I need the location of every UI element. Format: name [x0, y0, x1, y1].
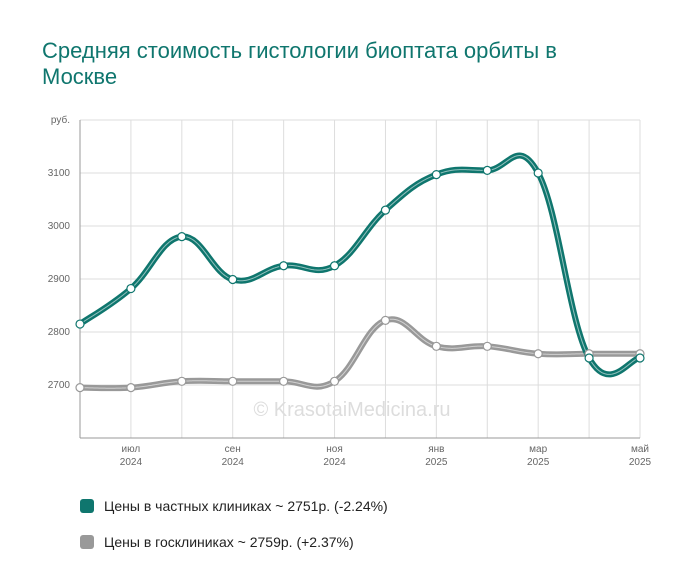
series-line-private — [77, 152, 643, 378]
x-tick-label: июл — [122, 444, 141, 455]
x-tick-year: 2025 — [527, 457, 550, 468]
point-private — [431, 169, 441, 180]
tick-labels: 2700 2800 2900 3000 3100 руб. июл 2024 сен 2024 но… — [48, 114, 652, 468]
point-private — [177, 232, 187, 242]
legend: Цены в частных клиниках ~ 2751р. (-2.24%… — [80, 488, 388, 560]
y-tick-label: 3000 — [48, 221, 71, 232]
watermark: © KrasotaiMedicina.ru — [253, 399, 450, 421]
point-public — [75, 383, 85, 393]
point-private — [380, 205, 391, 215]
point-private — [533, 168, 543, 178]
x-tick-year: 2025 — [425, 457, 448, 468]
point-private — [584, 353, 594, 363]
x-tick-label: сен — [225, 444, 241, 455]
series-lines — [77, 152, 643, 392]
point-private — [228, 274, 238, 285]
point-public — [482, 341, 492, 351]
point-private — [75, 319, 85, 329]
point-public — [431, 341, 441, 351]
point-public — [126, 383, 136, 393]
point-public — [228, 376, 238, 386]
x-tick-year: 2024 — [222, 457, 245, 468]
point-private — [126, 283, 136, 294]
point-public — [380, 315, 391, 325]
x-tick-year: 2025 — [629, 457, 652, 468]
legend-swatch-private — [80, 499, 94, 513]
x-tick-year: 2024 — [323, 457, 346, 468]
series-points — [75, 165, 645, 393]
chart-title: Средняя стоимость гистологии биоптата ор… — [42, 38, 557, 89]
x-tick-label: мар — [529, 444, 547, 455]
grid-lines — [80, 119, 641, 438]
point-public — [279, 376, 289, 386]
legend-item-public[interactable]: Цены в госклиниках ~ 2759р. (+2.37%) — [80, 524, 388, 560]
point-public — [177, 376, 187, 386]
point-private — [482, 165, 492, 175]
series-line-highlight-private — [79, 155, 641, 375]
x-tick-label: янв — [428, 444, 444, 455]
y-tick-label: 2900 — [48, 274, 71, 285]
point-public — [533, 349, 543, 359]
x-tick-label: ноя — [326, 444, 343, 455]
series-line-public — [77, 316, 643, 392]
y-tick-label: 3100 — [48, 168, 71, 179]
point-private — [329, 261, 340, 271]
y-axis-label: руб. — [51, 114, 70, 126]
price-chart: 2700 2800 2900 3000 3100 руб. июл 2024 сен 2024 но… — [48, 114, 652, 468]
point-private — [635, 353, 645, 363]
y-tick-label: 2700 — [48, 380, 71, 391]
y-tick-label: 2800 — [48, 327, 71, 338]
legend-swatch-public — [80, 535, 94, 549]
legend-label-private: Цены в частных клиниках ~ 2751р. (-2.24%… — [104, 498, 388, 514]
point-private — [279, 261, 289, 271]
point-public — [329, 376, 340, 386]
x-tick-year: 2024 — [120, 457, 143, 468]
x-tick-label: май — [631, 444, 649, 455]
legend-item-private[interactable]: Цены в частных клиниках ~ 2751р. (-2.24%… — [80, 488, 388, 524]
legend-label-public: Цены в госклиниках ~ 2759р. (+2.37%) — [104, 534, 354, 550]
